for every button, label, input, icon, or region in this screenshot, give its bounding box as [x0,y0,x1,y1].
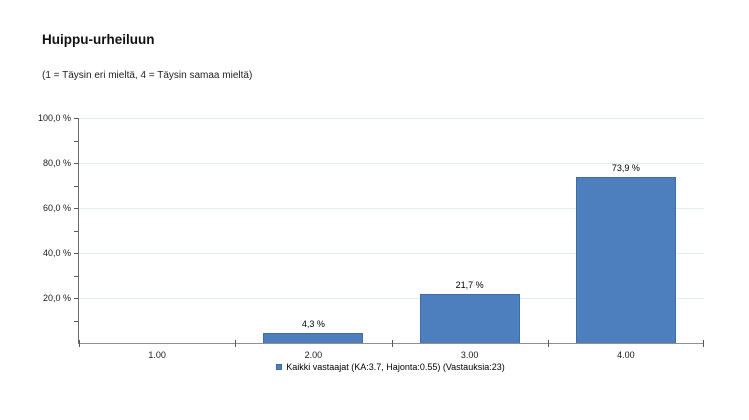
bar-2.00 [263,333,363,343]
y-axis-tick [74,298,78,299]
y-axis-tick [74,320,78,322]
y-axis-tick [74,230,78,232]
x-axis-tick-label: 3.00 [460,350,479,360]
gridline [79,253,704,254]
y-axis-tick-label: 80,0 % [42,158,71,168]
bar-value-label: 21,7 % [455,280,484,290]
x-axis-tick [548,340,549,347]
gridline [79,118,704,119]
y-axis-tick-label: 100,0 % [37,113,71,123]
y-axis-tick [74,118,78,119]
legend-label: Kaikki vastaajat (KA:3.7, Hajonta:0.55) … [286,362,505,372]
legend-swatch-icon [276,364,283,370]
gridline [79,208,704,209]
x-axis-tick-label: 1.00 [148,350,166,360]
gridline [79,298,704,299]
bar-value-label: 73,9 % [611,163,640,173]
y-axis-tick-label: 60,0 % [42,203,71,213]
x-axis-tick-label: 4.00 [617,350,635,360]
y-axis-tick [74,253,78,254]
bar-4.00 [576,177,676,343]
x-axis-tick-label: 2.00 [304,350,323,360]
y-axis-tick [74,185,78,187]
bar-value-label: 4,3 % [301,319,325,329]
x-axis-tick [79,340,80,347]
plot-area: 20,0 % 40,0 % 60,0 % 80,0 % 100,0 % 1.00 4,3 %… [38,113,704,360]
x-axis-tick [392,340,393,347]
y-axis-tick-label: 20,0 % [42,293,71,303]
x-axis-tick [235,340,236,347]
y-axis-tick [74,140,78,142]
chart-title: Huippu-urheiluun [42,32,155,47]
gridline [79,163,704,164]
chart-subtitle: (1 = Täysin eri mieltä, 4 = Täysin samaa… [42,70,253,81]
y-axis-tick [74,275,78,277]
x-axis-tick [703,340,704,347]
chart-legend: Kaikki vastaajat (KA:3.7, Hajonta:0.55) … [78,362,703,372]
y-axis-tick-label: 40,0 % [42,248,71,258]
y-axis-tick [74,163,78,164]
y-axis-tick [74,208,78,209]
bar-3.00 [420,294,520,343]
